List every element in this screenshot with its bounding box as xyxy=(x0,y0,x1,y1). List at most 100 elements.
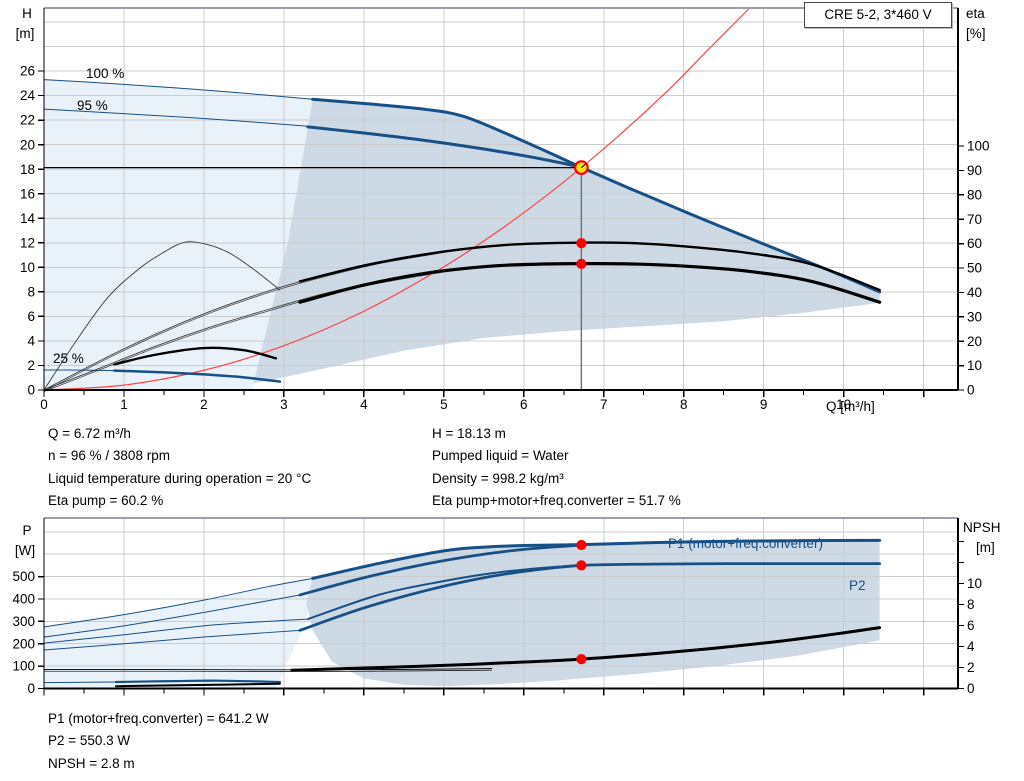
left-tick-label: 400 xyxy=(12,592,35,607)
result-eta-pump: Eta pump = 60.2 % xyxy=(48,493,164,509)
head-left-axis-name: H xyxy=(22,6,32,21)
x-tick-label: 7 xyxy=(600,397,608,412)
duty-value-dot xyxy=(576,539,587,551)
result-pumped-liquid: Pumped liquid = Water xyxy=(432,448,569,464)
left-tick-label: 500 xyxy=(12,569,35,584)
head-right-axis-name: eta xyxy=(966,6,985,21)
result-p1: P1 (motor+freq.converter) = 641.2 W xyxy=(48,711,269,726)
left-tick-label: 22 xyxy=(20,113,35,128)
right-tick-label: 40 xyxy=(967,285,982,300)
left-tick-label: 10 xyxy=(20,260,35,275)
power-range-light xyxy=(44,578,313,689)
left-tick-label: 8 xyxy=(27,284,35,299)
head-markers xyxy=(573,160,589,269)
eta-pump-thin-shadow xyxy=(43,252,444,392)
left-tick-label: 18 xyxy=(20,162,35,177)
p2-96pct-thick xyxy=(298,562,882,632)
right-tick-label: 8 xyxy=(967,597,975,612)
left-tick-label: 14 xyxy=(20,211,36,226)
left-tick-label: 12 xyxy=(20,235,35,250)
eta-total-25pct-thick xyxy=(113,346,278,366)
power-axes xyxy=(38,517,964,696)
operating-envelope-dark xyxy=(253,99,880,384)
result-density: Density = 998.2 kg/m³ xyxy=(432,470,564,486)
power-grid xyxy=(44,518,958,689)
eta-arc-low-speed xyxy=(43,241,281,391)
left-tick-label: 300 xyxy=(12,614,35,629)
head-regions xyxy=(44,79,880,391)
right-tick-label: 2 xyxy=(967,660,975,675)
left-tick-label: 0 xyxy=(27,383,35,398)
duty-value-dot xyxy=(576,560,587,571)
power-tick-labels: 0 100 200 300 400 500 0 2 4 6 8 10 xyxy=(12,569,982,696)
left-tick-label: 100 xyxy=(12,659,35,674)
p1-95pct-thin xyxy=(43,594,301,638)
hq-25pct-thin xyxy=(43,369,115,372)
pump-title-box: CRE 5-2, 3*460 V xyxy=(804,2,952,28)
result-p2: P2 = 550.3 W xyxy=(48,733,131,749)
power-right-axis-unit: [m] xyxy=(976,540,995,555)
result-speed: n = 96 % / 3808 rpm xyxy=(48,448,170,464)
left-tick-label: 24 xyxy=(20,88,36,103)
result-head: H = 18.13 m xyxy=(432,426,506,441)
p1-envelope-thick xyxy=(311,538,882,580)
control-curve-red xyxy=(43,7,750,391)
left-tick-label: 2 xyxy=(27,358,35,373)
x-tick-label: 8 xyxy=(680,397,688,412)
right-tick-label: 50 xyxy=(967,261,982,276)
power-left-axis-name: P xyxy=(22,523,31,538)
head-left-axis-unit: [m] xyxy=(16,26,35,41)
result-npsh: NPSH = 2.8 m xyxy=(48,755,135,771)
speed-label-95: 95 % xyxy=(77,98,108,113)
results-right-column: H = 18.13 m Pumped liquid = Water Densit… xyxy=(432,423,681,513)
x-tick-label: 6 xyxy=(520,397,528,412)
speed-label-100: 100 % xyxy=(86,66,124,81)
flow-axis-label: Q [m³/h] xyxy=(826,399,875,414)
duty-value-dot xyxy=(576,258,587,269)
p1-96pct-thick xyxy=(298,543,583,597)
npsh-thin-shadow xyxy=(43,669,492,672)
x-tick-label: 2 xyxy=(200,397,208,412)
results-power-column: P1 (motor+freq.converter) = 641.2 W P2 =… xyxy=(48,708,269,775)
p1-25pct-thin xyxy=(43,681,117,684)
speed-label-25: 25 % xyxy=(53,351,84,366)
x-tick-label: 10 xyxy=(836,397,851,412)
power-left-axis-unit: [W] xyxy=(15,543,35,558)
envelope-top-thick xyxy=(311,97,882,294)
result-liquid-temp: Liquid temperature during operation = 20… xyxy=(48,470,312,486)
left-tick-label: 26 xyxy=(20,64,35,79)
left-tick-label: 4 xyxy=(27,334,35,349)
x-tick-label: 4 xyxy=(360,397,368,412)
head-right-axis-unit: [%] xyxy=(966,26,986,41)
npsh-thin xyxy=(43,668,493,671)
right-tick-label: 70 xyxy=(967,212,982,227)
x-tick-label: 9 xyxy=(760,397,768,412)
left-tick-label: 200 xyxy=(12,636,35,651)
hq-100pct-thin xyxy=(43,79,314,100)
right-tick-label: 6 xyxy=(967,618,975,633)
x-tick-label: 1 xyxy=(120,397,128,412)
p2-95pct-thin xyxy=(43,629,301,651)
right-tick-label: 90 xyxy=(967,163,982,178)
right-tick-label: 30 xyxy=(967,309,982,324)
right-tick-label: 80 xyxy=(967,187,982,202)
right-tick-label: 20 xyxy=(967,334,982,349)
left-tick-label: 20 xyxy=(20,137,35,152)
hq-96pct-thick xyxy=(306,125,583,169)
p1-25pct-thick xyxy=(114,679,281,684)
result-flow: Q = 6.72 m³/h xyxy=(48,426,131,441)
left-tick-label: 6 xyxy=(27,309,35,324)
right-tick-label: 4 xyxy=(967,639,975,654)
right-tick-label: 0 xyxy=(967,383,975,398)
p1-curve-label: P1 (motor+freq.converter) xyxy=(668,536,823,551)
right-tick-label: 10 xyxy=(967,576,982,591)
duty-value-dot xyxy=(576,238,587,249)
right-tick-label: 10 xyxy=(967,358,982,373)
duty-value-dot xyxy=(576,654,587,665)
hq-25pct-thick xyxy=(113,369,282,383)
op-point-pointer xyxy=(581,163,586,168)
left-tick-label: 0 xyxy=(27,681,35,696)
power-markers xyxy=(576,539,587,665)
hq-95pct-thin xyxy=(43,108,309,127)
